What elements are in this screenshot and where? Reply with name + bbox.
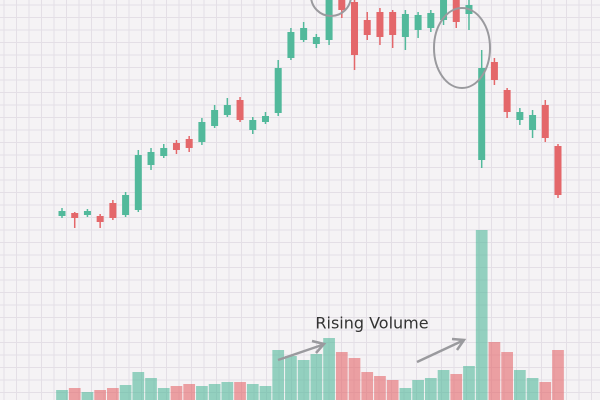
volume-bar	[285, 356, 297, 400]
volume-bar	[234, 382, 246, 400]
candle-body	[261, 116, 269, 122]
candle-body	[71, 213, 79, 218]
volume-bar	[145, 378, 157, 400]
candle-body	[312, 37, 320, 44]
candle-body	[478, 68, 486, 160]
volume-bar	[526, 378, 539, 400]
volume-bar	[424, 378, 437, 400]
candle-body	[185, 139, 193, 148]
volume-bar	[310, 354, 323, 400]
candle-body	[147, 152, 155, 165]
volume-bar	[501, 352, 513, 400]
volume-bar	[259, 386, 272, 400]
candle-body	[109, 203, 117, 218]
candle-body	[503, 90, 511, 112]
candle-body	[172, 143, 180, 150]
volume-bar	[386, 380, 399, 400]
volume-bar	[450, 374, 463, 400]
highlight-circle	[310, 0, 352, 17]
volume-bar	[539, 382, 552, 400]
volume-bar	[157, 388, 170, 400]
volume-bar	[56, 390, 68, 400]
candle-body	[490, 62, 498, 80]
volume-bar	[107, 388, 119, 400]
candle-body	[274, 68, 282, 113]
candle-body	[160, 148, 168, 156]
arrow	[277, 343, 323, 362]
candle-body	[300, 28, 308, 40]
candle-body	[325, 0, 333, 40]
volume-bar	[348, 358, 361, 400]
candle-body	[414, 15, 422, 30]
volume-bar	[361, 372, 374, 400]
volume-bar	[323, 338, 335, 400]
candle-body	[338, 0, 346, 10]
candle-body	[389, 12, 397, 35]
candle-body	[529, 115, 537, 130]
volume-bar	[374, 376, 386, 400]
volume-bar	[208, 384, 221, 400]
volume-bar	[68, 388, 81, 400]
volume-bar	[81, 392, 94, 400]
volume-bar	[399, 388, 412, 400]
volume-bar	[437, 370, 450, 400]
candle-body	[223, 105, 231, 115]
volume-bar	[297, 360, 310, 400]
candle-body	[58, 211, 66, 216]
volume-bar	[488, 342, 501, 400]
candle-body	[541, 105, 549, 138]
volume-bar	[196, 386, 208, 400]
candle-body	[376, 12, 384, 37]
candle-body	[452, 0, 460, 22]
volume-bar	[475, 230, 488, 400]
arrow-head	[311, 339, 327, 354]
volume-bar	[272, 350, 285, 400]
volume-bar	[246, 384, 259, 400]
candle-body	[401, 14, 409, 37]
candle-body	[249, 120, 257, 130]
volume-bar	[221, 382, 234, 400]
volume-bar	[132, 372, 145, 400]
highlight-circle	[433, 7, 491, 89]
volume-bar	[513, 370, 526, 400]
candle-body	[440, 0, 448, 20]
candle-body	[427, 13, 435, 28]
plot	[56, 0, 564, 400]
volume-bar	[170, 386, 183, 400]
candle-body	[211, 110, 219, 126]
volume-bar	[552, 350, 564, 400]
volume-bar	[183, 384, 196, 400]
volume-bar	[94, 390, 107, 400]
candle-body	[351, 2, 359, 55]
candle-body	[83, 211, 91, 215]
volume-bar	[119, 385, 132, 400]
candle-body	[96, 216, 104, 222]
volume-bar	[412, 380, 424, 400]
volume-bar	[335, 352, 348, 400]
candle-body	[363, 20, 371, 35]
annotation: Rising Volume	[315, 314, 428, 333]
arrow	[416, 339, 463, 364]
arrow-head	[451, 337, 467, 351]
candle-body	[134, 155, 142, 210]
candle-body	[516, 112, 524, 120]
candle-body	[198, 122, 206, 142]
candle-body	[122, 195, 130, 215]
candle-body	[236, 100, 244, 120]
volume-bar	[463, 366, 475, 400]
candle-body	[554, 146, 562, 195]
candle-body	[287, 32, 295, 58]
arrows	[277, 337, 467, 364]
